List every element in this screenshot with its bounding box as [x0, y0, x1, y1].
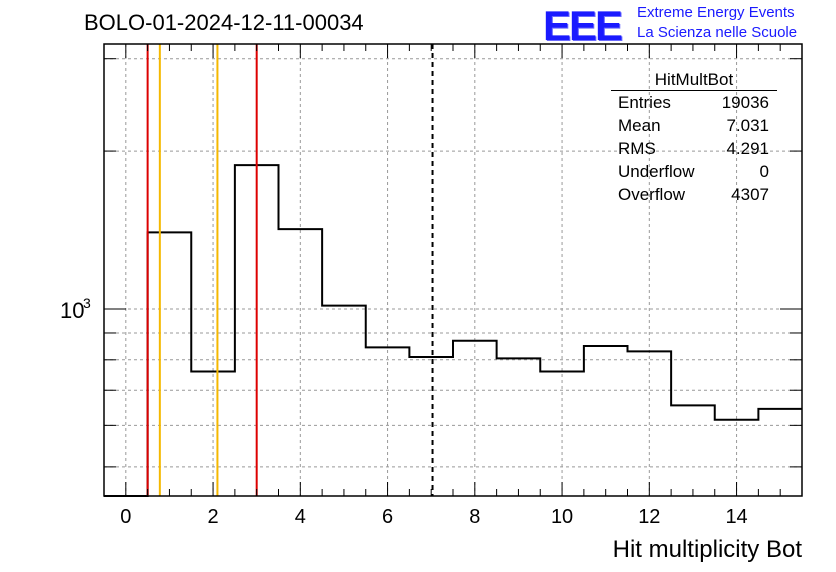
stats-box: HitMultBot Entries 19036 Mean 7.031 RMS …	[611, 70, 777, 206]
histogram-bin	[366, 347, 410, 496]
stats-label: Entries	[618, 93, 671, 112]
x-tick-label: 0	[120, 506, 131, 528]
y-tick-label-exponent: 3	[83, 295, 91, 311]
histogram-bin	[191, 371, 235, 496]
histogram-bin	[453, 341, 497, 496]
stats-value: 0	[759, 162, 769, 181]
stats-row-overflow: Overflow 4307	[611, 183, 777, 206]
stats-label: Overflow	[618, 185, 686, 204]
histogram-outline	[104, 164, 802, 497]
stats-value: 19036	[721, 93, 769, 112]
x-tick-label: 8	[469, 506, 480, 528]
y-tick-label: 10	[60, 298, 84, 323]
logo-caption-line1: Extreme Energy Events	[637, 4, 795, 21]
x-tick-label: 12	[638, 506, 660, 528]
histogram-bin	[671, 405, 715, 496]
histogram-bin	[584, 346, 628, 496]
stats-label: Mean	[618, 116, 661, 135]
stats-value: 4307	[731, 185, 769, 204]
x-tick-label: 4	[295, 506, 306, 528]
run-title: BOLO-01-2024-12-11-00034	[84, 10, 364, 35]
logo-caption-line2: La Scienza nelle Scuole	[637, 24, 798, 41]
histogram-bin	[322, 306, 366, 496]
stats-row-entries: Entries 19036	[611, 91, 777, 114]
x-tick-label: 6	[382, 506, 393, 528]
stats-title: HitMultBot	[611, 70, 777, 91]
histogram-bin	[540, 371, 584, 496]
histogram-bin	[497, 358, 541, 496]
stats-label: Underflow	[618, 162, 695, 181]
stats-row-underflow: Underflow 0	[611, 160, 777, 183]
marker-lines-layer	[146, 44, 434, 496]
stats-row-rms: RMS 4.291	[611, 137, 777, 160]
histogram-bin	[628, 351, 672, 496]
stats-value: 7.031	[726, 116, 769, 135]
x-tick-label: 10	[551, 506, 573, 528]
histogram-bin	[409, 357, 453, 496]
eee-logo: EEE	[543, 2, 623, 49]
histogram-bin	[148, 232, 192, 496]
histogram-bin	[758, 409, 802, 496]
x-axis-label: Hit multiplicity Bot	[612, 536, 802, 563]
x-tick-label: 14	[725, 506, 747, 528]
histogram-bin	[279, 229, 323, 496]
grid-layer	[104, 44, 802, 496]
stats-label: RMS	[618, 139, 656, 158]
histogram-layer	[104, 164, 802, 497]
axes-frame-layer	[103, 43, 803, 497]
stats-value: 4.291	[726, 139, 769, 158]
stats-row-mean: Mean 7.031	[611, 114, 777, 137]
x-tick-label: 2	[208, 506, 219, 528]
